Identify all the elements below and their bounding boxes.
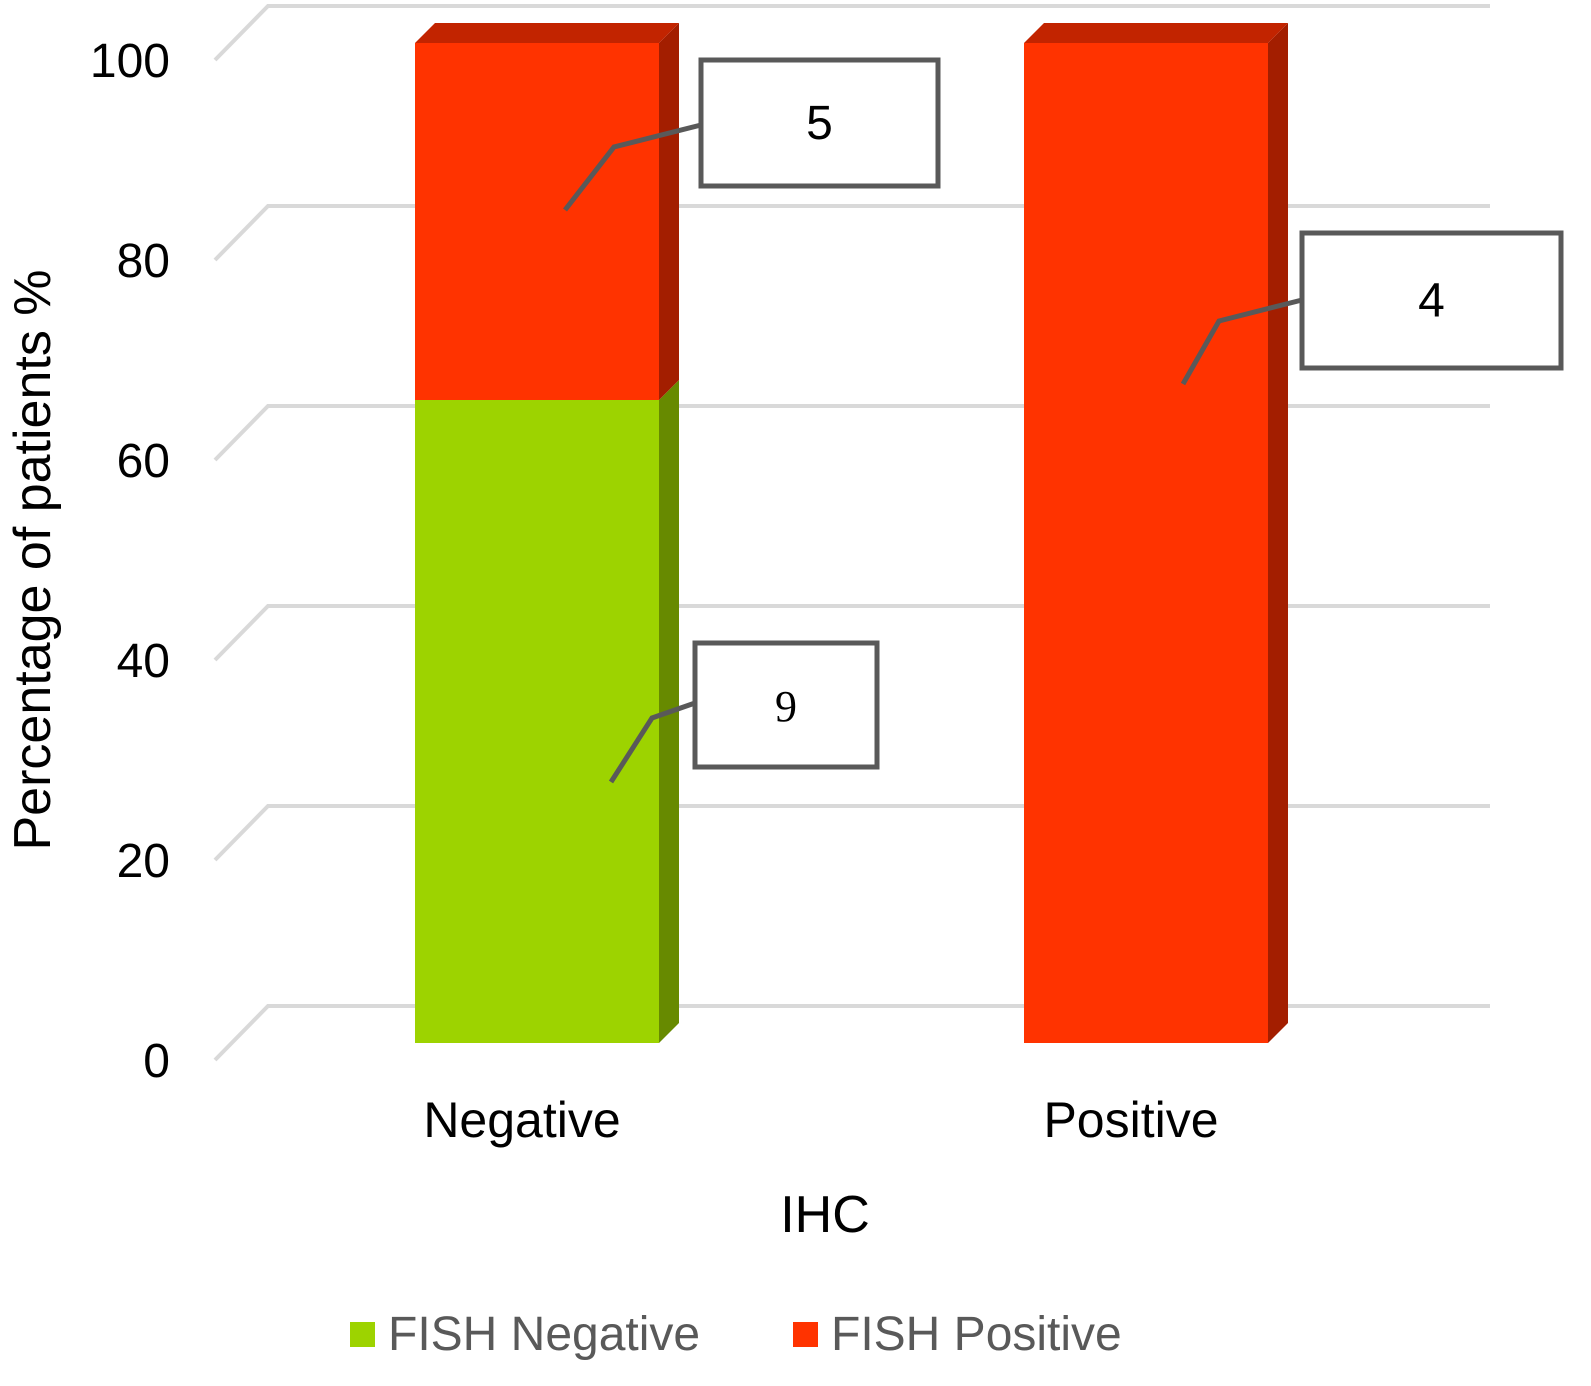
data-label: 9 — [608, 640, 880, 784]
y-tick-label: 0 — [143, 1035, 170, 1088]
legend-item: FISH Negative — [350, 1308, 700, 1361]
bar-negative-fish-negative — [415, 380, 679, 1043]
data-label: 5 — [563, 57, 941, 212]
y-tick-label: 20 — [117, 835, 170, 888]
bar-front — [415, 400, 659, 1043]
y-tick-label: 60 — [117, 435, 170, 488]
x-axis-title: IHC — [780, 1186, 870, 1244]
data-label: 4 — [1180, 230, 1564, 386]
x-tick-label: Negative — [423, 1092, 620, 1148]
label-box — [692, 640, 880, 770]
label-box — [698, 57, 941, 189]
x-axis-categories: Negative Positive — [423, 1092, 1218, 1148]
gridline — [213, 1004, 1490, 1062]
leader-line — [608, 700, 696, 784]
bar-front — [1024, 43, 1268, 1043]
y-tick-label: 80 — [117, 235, 170, 288]
y-axis-ticks: 0 20 40 60 80 100 — [90, 35, 170, 1088]
bar-side — [1268, 23, 1288, 1043]
bar-positive-fish-positive — [1024, 23, 1288, 1043]
gridline — [213, 204, 1490, 262]
label-value: 5 — [806, 97, 833, 150]
legend: FISH Negative FISH Positive — [350, 1308, 1122, 1361]
bar-negative-fish-positive — [415, 23, 679, 400]
label-value: 4 — [1418, 275, 1445, 328]
bar-side — [659, 23, 679, 400]
legend-label: FISH Negative — [388, 1308, 700, 1361]
y-tick-label: 40 — [117, 635, 170, 688]
legend-label: FISH Positive — [831, 1308, 1122, 1361]
gridline — [213, 4, 1490, 62]
bar-top — [415, 23, 679, 43]
y-tick-label: 100 — [90, 35, 170, 88]
leader-line — [1180, 297, 1303, 386]
legend-swatch — [350, 1322, 375, 1347]
x-tick-label: Positive — [1043, 1092, 1218, 1148]
bar-front — [415, 43, 659, 400]
label-value: 9 — [775, 682, 797, 731]
gridline — [213, 404, 1490, 462]
bar-top — [1024, 23, 1288, 43]
y-axis-title: Percentage of patients % — [4, 269, 62, 850]
label-box — [1299, 230, 1564, 371]
gridline — [213, 804, 1490, 862]
legend-swatch — [793, 1322, 818, 1347]
leader-line — [563, 122, 702, 212]
bars — [415, 23, 1288, 1043]
legend-item: FISH Positive — [793, 1308, 1122, 1361]
data-labels: 9 5 4 — [563, 57, 1564, 784]
